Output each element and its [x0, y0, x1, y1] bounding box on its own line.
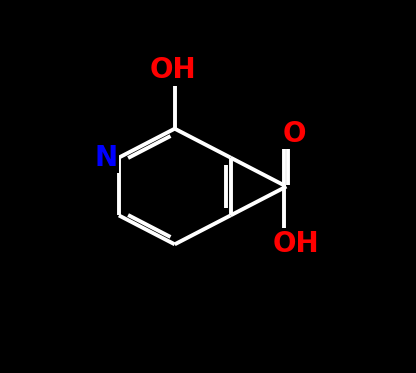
Text: N: N [95, 144, 118, 172]
Text: OH: OH [149, 56, 196, 84]
Text: O: O [282, 120, 306, 148]
Text: OH: OH [273, 229, 319, 257]
